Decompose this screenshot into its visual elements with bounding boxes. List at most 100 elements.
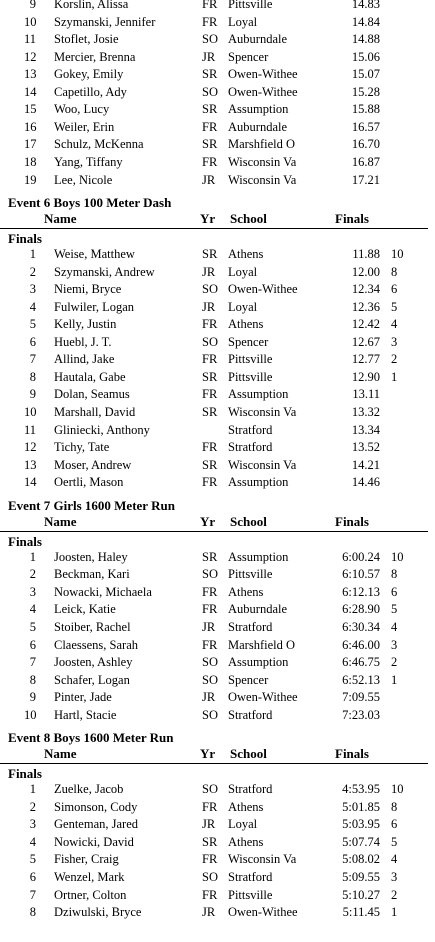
points-cell: 2 [391,887,398,902]
result-row: 15 Woo, Lucy SR Assumption 15.88 [0,102,435,120]
year-cell: FR [202,584,218,599]
points-cell: 4 [391,619,398,634]
header-yr: Yr [200,211,216,227]
athlete-name-cell: Pinter, Jade [54,690,112,705]
athlete-name-cell: Fisher, Craig [54,852,119,867]
year-cell: JR [202,690,216,705]
year-cell: SO [202,672,218,687]
athlete-name-cell: Dolan, Seamus [54,387,130,402]
school-cell: Wisconsin Va [228,405,297,419]
athlete-name-cell: Simonson, Cody [54,799,138,814]
points-cell: 4 [391,852,398,867]
athlete-name-cell: Mercier, Brenna [54,49,136,64]
year-cell: SR [202,834,218,849]
place-cell: 16 [24,119,37,134]
school-cell: Wisconsin Va [228,457,297,472]
athlete-name-cell: Marshall, David [54,405,136,419]
finals-time-cell: 16.70 [351,137,380,152]
finals-time-cell: 6:00.24 [342,549,380,564]
finals-time-cell: 12.42 [351,317,380,332]
school-cell: Spencer [228,49,269,64]
year-cell: JR [202,172,216,187]
result-row: 17 Schulz, McKenna SR Marshfield O 16.70 [0,137,435,155]
finals-time-cell: 5:03.95 [342,817,380,832]
school-cell: Assumption [228,655,289,670]
year-cell: FR [202,119,218,134]
school-cell: Owen-Withee [228,690,298,705]
athlete-name-cell: Allind, Jake [54,352,115,367]
place-cell: 12 [24,440,37,455]
year-cell: JR [202,905,216,920]
school-cell: Stratford [228,707,273,722]
year-cell: FR [202,154,218,169]
year-cell: SO [202,655,218,670]
result-row: 7 Joosten, Ashley SO Assumption 6:46.75 2 [0,655,435,673]
finals-time-cell: 16.57 [351,119,380,134]
year-cell: SR [202,137,218,152]
finals-time-cell: 15.88 [351,102,380,117]
year-cell: SO [202,334,218,349]
athlete-name-cell: Woo, Lucy [54,102,110,117]
result-row: 6 Wenzel, Mark SO Stratford 5:09.55 3 [0,870,435,888]
result-row: 6 Huebl, J. T. SO Spencer 12.67 3 [0,335,435,353]
place-cell: 8 [29,369,36,384]
finals-time-cell: 12.34 [351,282,380,297]
athlete-name-cell: Fulwiler, Logan [54,299,135,314]
school-cell: Owen-Withee [228,67,298,82]
athlete-name-cell: Huebl, J. T. [54,334,112,349]
athlete-name-cell: Tichy, Tate [54,440,110,455]
place-cell: 6 [29,870,36,884]
athlete-name-cell: Kelly, Justin [54,317,117,332]
place-cell: 7 [29,352,36,367]
finals-time-cell: 6:46.00 [342,637,380,652]
points-cell: 3 [391,637,398,652]
year-cell: FR [202,852,218,867]
finals-time-cell: 12.67 [351,334,380,349]
finals-time-cell: 6:52.13 [342,672,380,687]
place-cell: 1 [29,247,36,262]
finals-time-cell: 15.28 [351,84,380,99]
place-cell: 6 [29,637,36,652]
finals-time-cell: 14.88 [351,32,380,47]
finals-time-cell: 6:28.90 [342,602,380,617]
header-finals: Finals [335,211,369,227]
column-header: Name Yr School Finals [0,746,428,765]
year-cell: FR [202,14,218,29]
section-label: Finals [8,766,42,782]
result-row: 14 Capetillo, Ady SO Owen-Withee 15.28 [0,85,435,103]
year-cell: SO [202,32,218,47]
place-cell: 15 [24,102,37,117]
result-row: 12 Mercier, Brenna JR Spencer 15.06 [0,50,435,68]
place-cell: 1 [29,782,36,797]
header-finals: Finals [335,513,369,529]
athlete-name-cell: Schulz, McKenna [54,137,144,152]
place-cell: 13 [24,457,37,472]
header-yr: Yr [200,746,216,762]
points-cell: 1 [391,905,398,920]
points-cell: 1 [391,369,398,384]
school-cell: Athens [228,584,264,599]
school-cell: Auburndale [228,32,288,47]
points-cell: 10 [391,247,404,262]
place-cell: 4 [29,834,36,849]
result-row: 4 Fulwiler, Logan JR Loyal 12.36 5 [0,300,435,318]
points-cell: 5 [391,834,398,849]
year-cell: SO [202,282,218,297]
finals-time-cell: 14.21 [351,457,380,472]
place-cell: 19 [24,172,37,187]
place-cell: 6 [29,334,36,349]
finals-time-cell: 12.90 [351,369,380,384]
school-cell: Athens [228,834,264,849]
school-cell: Assumption [228,549,289,564]
school-cell: Athens [228,247,264,262]
athlete-name-cell: Gliniecki, Anthony [54,422,150,437]
points-cell: 2 [391,352,398,367]
year-cell: SR [202,102,218,117]
place-cell: 9 [29,387,36,402]
year-cell: SR [202,369,218,384]
finals-time-cell: 6:46.75 [342,655,380,670]
school-cell: Assumption [228,475,289,490]
points-cell: 3 [391,870,398,884]
year-cell: FR [202,887,218,902]
result-row: 2 Beckman, Kari SO Pittsville 6:10.57 8 [0,567,435,585]
